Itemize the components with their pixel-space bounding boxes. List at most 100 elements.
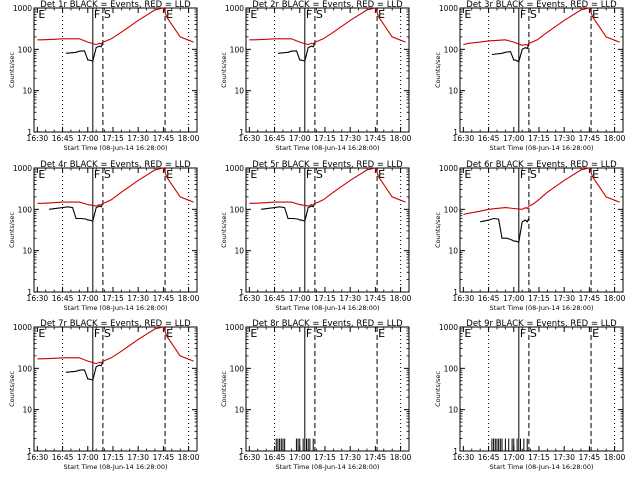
x-tick-label: 17:15 (314, 134, 336, 143)
y-tick-label: 1000 (439, 164, 458, 173)
x-tick-label: 17:15 (314, 453, 336, 462)
x-tick-label: 17:15 (102, 453, 124, 462)
y-tick-label: 1000 (225, 323, 244, 332)
y-tick-label: 1 (27, 288, 32, 297)
x-tick-label: 16:45 (478, 294, 500, 303)
x-tick-label: 17:30 (127, 294, 149, 303)
y-tick-label: 100 (444, 364, 459, 373)
x-axis-label: Start Time (08-Jun-14 16:28:00) (64, 144, 168, 152)
marker-label-E: E (250, 168, 257, 181)
chart-panel-9: Det 9r BLACK = Events, RED = LLD 1 10 100 10… (434, 319, 626, 471)
plot-frame (245, 167, 410, 293)
y-axis-label: Counts/sec (220, 371, 228, 407)
x-axis-label: Start Time (08-Jun-14 16:28:00) (276, 144, 380, 152)
chart-panel-2: Det 2r BLACK = Events, RED = LLD 1 10 100 10… (220, 0, 412, 152)
marker-label-E: E (378, 168, 385, 181)
x-tick-label: 18:00 (390, 134, 412, 143)
x-tick-label: 18:00 (604, 453, 626, 462)
marker-label-F: F (520, 327, 526, 340)
chart-title: Det 8r BLACK = Events, RED = LLD (252, 319, 403, 329)
lld-series-line (249, 7, 406, 46)
y-tick-label: 10 (448, 87, 458, 96)
x-tick-label: 17:45 (579, 453, 601, 462)
y-tick-label: 100 (18, 45, 33, 54)
marker-label-F: F (306, 8, 312, 21)
marker-label-E: E (592, 327, 599, 340)
y-tick-label: 1 (239, 128, 244, 137)
x-tick-label: 17:00 (503, 294, 525, 303)
x-tick-label: 16:30 (453, 134, 475, 143)
x-tick-label: 16:30 (27, 294, 49, 303)
x-tick-label: 16:30 (453, 294, 475, 303)
x-axis-label: Start Time (08-Jun-14 16:28:00) (276, 304, 380, 312)
x-tick-label: 16:45 (52, 453, 74, 462)
marker-label-E: E (38, 8, 45, 21)
x-tick-label: 16:45 (52, 294, 74, 303)
x-tick-label: 17:00 (77, 453, 99, 462)
marker-label-E: E (38, 168, 45, 181)
y-tick-label: 10 (22, 87, 32, 96)
plot-frame (33, 326, 198, 452)
marker-label-E: E (378, 8, 385, 21)
marker-label-E: E (592, 168, 599, 181)
y-tick-label: 10 (234, 87, 244, 96)
x-tick-label: 16:30 (27, 134, 49, 143)
y-tick-label: 1 (453, 128, 458, 137)
y-axis-label: Counts/sec (434, 212, 442, 248)
lld-series-line (37, 326, 194, 365)
plot-frame (245, 7, 410, 133)
lld-series-line (463, 7, 620, 46)
x-tick-label: 18:00 (178, 134, 200, 143)
x-tick-label: 17:45 (153, 294, 175, 303)
x-tick-label: 18:00 (390, 453, 412, 462)
y-axis-label: Counts/sec (220, 52, 228, 88)
x-tick-label: 16:30 (27, 453, 49, 462)
chart-panel-7: Det 7r BLACK = Events, RED = LLD 1 10 100 10… (8, 319, 200, 471)
marker-label-F: F (306, 168, 312, 181)
y-axis-label: Counts/sec (434, 52, 442, 88)
x-tick-label: 17:00 (77, 134, 99, 143)
x-tick-label: 18:00 (604, 294, 626, 303)
events-series-line (65, 362, 104, 381)
y-axis-label: Counts/sec (8, 52, 16, 88)
x-tick-label: 17:30 (339, 453, 361, 462)
marker-label-F: F (306, 327, 312, 340)
events-series-line (491, 44, 530, 63)
marker-label-S: S (530, 8, 537, 21)
x-tick-label: 17:30 (553, 134, 575, 143)
x-axis-label: Start Time (08-Jun-14 16:28:00) (64, 463, 168, 471)
x-tick-label: 17:00 (289, 134, 311, 143)
events-series-line (480, 217, 530, 243)
x-tick-label: 16:30 (239, 294, 261, 303)
chart-panel-3: Det 3r BLACK = Events, RED = LLD 1 10 100 10… (434, 0, 626, 152)
plot-frame (33, 167, 198, 293)
y-tick-label: 100 (18, 205, 33, 214)
lld-series-line (37, 167, 194, 207)
marker-label-F: F (94, 327, 100, 340)
chart-panel-1: Det 1r BLACK = Events, RED = LLD 1 10 100 10… (8, 0, 200, 152)
chart-title: Det 1r BLACK = Events, RED = LLD (40, 0, 191, 10)
y-tick-label: 10 (234, 406, 244, 415)
marker-label-F: F (520, 168, 526, 181)
y-tick-label: 1 (27, 128, 32, 137)
y-tick-label: 1 (239, 447, 244, 456)
x-tick-label: 17:30 (127, 134, 149, 143)
plot-frame (459, 167, 624, 293)
x-tick-label: 16:45 (52, 134, 74, 143)
y-tick-label: 1000 (13, 323, 32, 332)
marker-label-E: E (592, 8, 599, 21)
plot-frame (459, 7, 624, 133)
chart-panel-4: Det 4r BLACK = Events, RED = LLD 1 10 100 10… (8, 160, 200, 312)
marker-label-E: E (464, 8, 471, 21)
marker-label-E: E (378, 327, 385, 340)
chart-title: Det 3r BLACK = Events, RED = LLD (466, 0, 617, 10)
y-tick-label: 10 (234, 247, 244, 256)
marker-label-F: F (94, 8, 100, 21)
marker-label-E: E (464, 327, 471, 340)
y-tick-label: 1000 (225, 4, 244, 13)
chart-title: Det 9r BLACK = Events, RED = LLD (466, 319, 617, 329)
y-tick-label: 10 (22, 247, 32, 256)
marker-label-F: F (94, 168, 100, 181)
x-tick-label: 16:30 (239, 453, 261, 462)
